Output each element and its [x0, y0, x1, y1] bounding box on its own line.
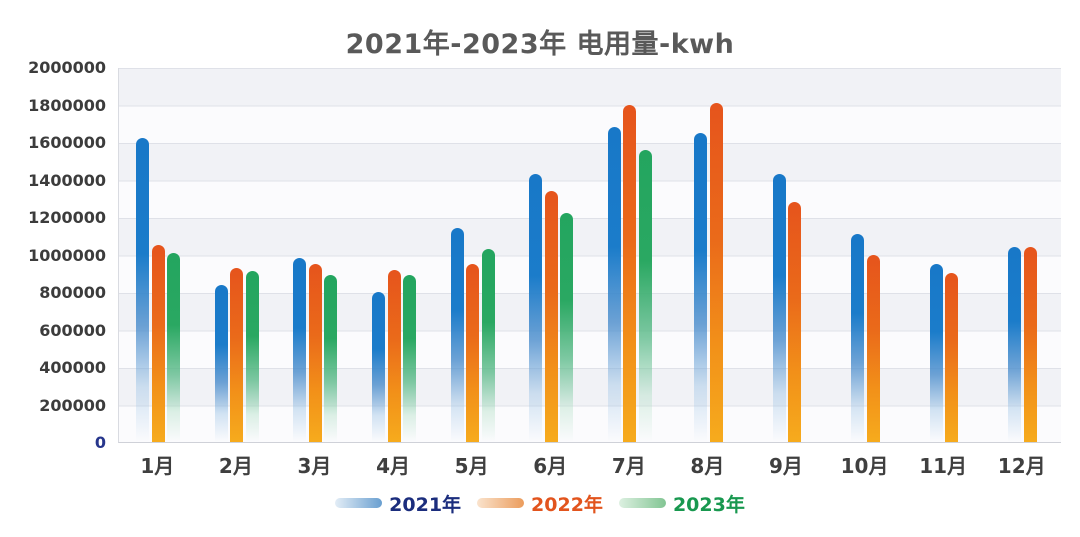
bar-2022年-9月	[788, 202, 802, 442]
x-axis-label: 12月	[997, 454, 1046, 478]
y-axis-label: 1400000	[28, 170, 106, 190]
bar-2022年-5月	[466, 263, 480, 442]
bar-2023年-6月	[560, 213, 574, 442]
chart-title: 2021年-2023年 电用量-kwh	[345, 29, 735, 60]
legend-label: 2023年	[672, 493, 745, 516]
bar-2023年-7月	[638, 149, 652, 442]
legend: 2021年 2022年 2023年	[0, 489, 1080, 517]
x-axis-label: 6月	[533, 454, 568, 478]
y-axis-label: 1800000	[28, 95, 106, 115]
bar-2022年-10月	[866, 254, 880, 442]
x-axis-label: 10月	[840, 454, 889, 478]
bar-2022年-2月	[230, 267, 244, 442]
x-axis-label: 11月	[919, 454, 968, 478]
y-axis: 2000000 1800000 1600000 1400000 1200000 10000…	[0, 0, 112, 537]
x-axis-label: 7月	[611, 454, 646, 478]
bar-2022年-8月	[709, 102, 723, 442]
bar-2022年-11月	[945, 273, 959, 442]
legend-item-2022年[interactable]: 2022年	[477, 490, 603, 517]
bar-2022年-3月	[308, 263, 322, 442]
bar-2022年-4月	[387, 269, 401, 442]
bar-2021年-5月	[450, 228, 464, 442]
bar-2021年-10月	[851, 233, 865, 442]
bar-2022年-1月	[151, 245, 165, 442]
x-axis-label: 2月	[218, 454, 253, 478]
x-axis-label: 5月	[454, 454, 489, 478]
bar-2021年-7月	[607, 127, 621, 442]
x-axis-label: 4月	[376, 454, 410, 478]
plot-area	[118, 68, 1061, 443]
x-axis-label: 3月	[297, 454, 332, 478]
x-axis: 1月 2月 3月 4月 5月 6月 7月 8月 9月 10月 11月 12月	[118, 450, 1061, 482]
x-axis-label: 8月	[690, 454, 725, 478]
bar-2021年-3月	[293, 258, 307, 442]
bar-2021年-4月	[372, 292, 386, 442]
bar-2021年-1月	[136, 138, 150, 442]
legend-label: 2022年	[531, 493, 603, 516]
legend-swatch-icon	[618, 498, 666, 508]
y-axis-label: 400000	[39, 358, 106, 377]
legend-swatch-icon	[477, 498, 525, 508]
bar-2021年-9月	[772, 173, 786, 442]
bar-2022年-7月	[623, 104, 637, 442]
y-axis-label: 2000000	[28, 58, 106, 77]
y-axis-label: 200000	[39, 395, 106, 415]
y-axis-label: 1200000	[28, 208, 106, 227]
bar-2022年-12月	[1023, 247, 1037, 442]
bar-2022年-6月	[544, 190, 558, 442]
bar-2023年-3月	[324, 275, 338, 442]
x-axis-label: 9月	[768, 454, 803, 478]
bar-2021年-2月	[214, 284, 228, 442]
bar-2023年-1月	[167, 252, 181, 442]
legend-item-2023年[interactable]: 2023年	[618, 490, 745, 517]
bar-2023年-4月	[403, 275, 417, 442]
y-axis-label: 1600000	[28, 133, 106, 152]
y-axis-label: 800000	[39, 283, 106, 302]
bar-2023年-5月	[481, 248, 495, 442]
bar-2021年-6月	[529, 173, 543, 442]
x-axis-label: 1月	[140, 454, 175, 478]
legend-item-2021年[interactable]: 2021年	[335, 490, 461, 517]
y-axis-label: 1000000	[28, 245, 106, 265]
y-axis-label: 0	[94, 433, 106, 452]
legend-label: 2021年	[389, 493, 462, 516]
bar-2021年-12月	[1008, 247, 1022, 442]
y-axis-label: 600000	[39, 320, 106, 340]
bar-2023年-2月	[245, 271, 259, 442]
legend-swatch-icon	[335, 498, 383, 508]
bar-2021年-11月	[929, 263, 943, 442]
bar-2021年-8月	[694, 132, 708, 442]
